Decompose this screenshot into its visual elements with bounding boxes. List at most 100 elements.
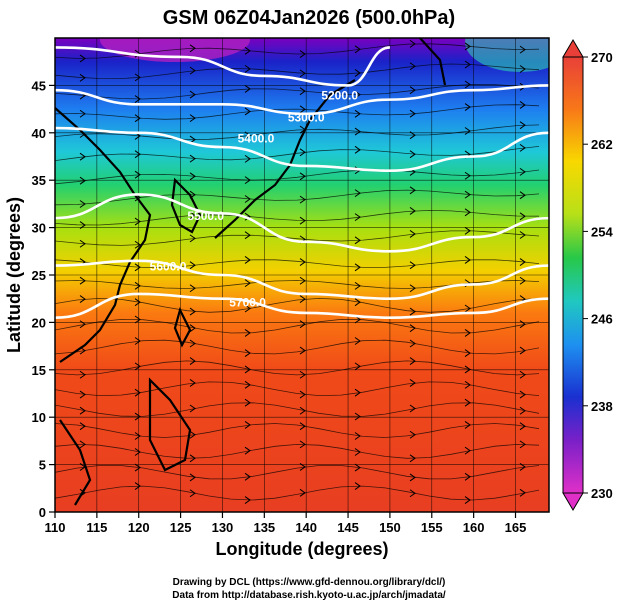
x-tick-label: 140 [295,520,317,535]
y-tick-label: 40 [32,126,46,141]
philippines-coastline [148,377,192,472]
streamline-arrow [354,236,361,245]
streamline-arrow [189,172,196,181]
streamline-arrow [519,422,526,431]
streamline-arrow [409,357,416,365]
y-tick-label: 30 [32,221,46,236]
streamline-arrow [244,85,251,93]
streamline-arrow [189,154,196,163]
streamline-arrow [354,412,361,421]
streamline-arrow [189,284,196,293]
streamline-arrow [189,430,196,439]
y-tick-label: 15 [32,363,46,378]
streamline-arrow [519,406,526,415]
streamline-arrow [189,66,196,75]
streamline-arrow [464,256,471,264]
streamline-arrow [464,60,471,69]
contour-line-5400.0 [55,126,549,173]
streamline-arrow [79,390,86,399]
x-tick-label: 160 [463,520,485,535]
x-tick-label: 120 [128,520,150,535]
streamline-arrow [134,217,141,226]
streamline-arrow [464,365,471,374]
streamline-arrow [134,388,141,397]
streamline-arrow [299,195,306,204]
streamline-arrow [354,298,361,307]
streamline-arrow [79,422,86,431]
streamline-arrow [409,230,416,238]
x-tick-label: 155 [421,520,443,535]
streamline-arrow [79,239,86,248]
streamline-arrow [354,213,361,222]
chart-title: GSM 06Z04Jan2026 (500.0hPa) [163,7,455,29]
x-tick-label: 115 [86,520,107,535]
streamline-arrow [519,45,526,54]
streamline-arrow [464,103,471,111]
streamline-arrow [464,380,471,389]
streamline-arrow [244,131,251,140]
streamline-arrow [134,95,141,103]
streamline-arrow [299,258,306,266]
x-tick-label: 150 [379,520,401,535]
streamline-arrow [79,320,86,329]
streamline-arrow [244,472,251,481]
streamline-arrow [134,432,141,440]
taiwan-coastline [173,306,192,348]
colorbar-tick-label: 254 [591,224,613,239]
streamline-arrow [519,390,526,399]
streamline-arrow [299,216,306,225]
streamline-arrow [519,346,526,355]
streamline-arrow [299,105,306,114]
streamline-arrow [409,62,416,71]
contour-label: 5600.0 [150,259,187,273]
streamline-arrow [299,390,306,399]
streamline-arrow [299,148,306,157]
streamline-arrow [134,412,141,421]
colorbar-tick-label: 230 [591,486,613,501]
streamline-arrow [134,337,141,345]
streamline-arrow [519,65,526,73]
streamline-arrow [354,281,361,290]
y-tick-label: 10 [32,410,46,425]
streamline-arrow [244,380,251,389]
streamline-arrow [244,279,251,288]
contour-line-5700.0 [55,292,549,319]
streamline-arrow [519,143,526,152]
streamline-arrow [244,421,251,429]
streamline-arrow [244,256,251,264]
streamline-arrow [244,365,251,374]
streamline-arrow [189,114,196,123]
colorbar: 230 238 246 254 262 270 [562,39,613,511]
y-axis-label: Latitude (degrees) [4,197,24,353]
streamline-arrow [354,69,361,77]
streamline [55,63,540,80]
credit-data: Data from http://database.rish.kyoto-u.a… [172,590,446,601]
streamline-arrow [409,339,416,348]
streamline-arrow [354,482,361,490]
streamline-arrow [354,189,361,198]
streamline-arrow [244,496,251,504]
streamline-arrow [409,39,416,48]
contour-line-5300.0 [55,84,549,116]
contour-line-5500.0 [55,193,549,253]
y-tick-label: 25 [32,268,46,283]
streamline-arrow [79,109,86,118]
streamline-arrow [244,304,251,313]
streamline-arrow [134,114,141,123]
streamline-arrow [519,167,526,176]
streamline-arrow [519,231,526,239]
streamline-arrow [409,261,416,270]
plot-area: 5200.0 5300.0 5400.0 5500.0 5600.0 5700.0 [55,38,549,512]
streamline-arrow [519,101,526,109]
streamline [55,360,540,376]
streamline [55,318,540,334]
streamline [55,423,540,438]
streamline-arrow [299,406,306,415]
streamline-arrow [299,320,306,329]
streamline-arrow [354,463,361,472]
streamline [55,259,540,268]
northeast-warm-tongue [465,38,549,72]
streamline-arrow [409,489,416,498]
streamline-arrow [134,281,141,290]
streamline-arrow [409,86,416,95]
